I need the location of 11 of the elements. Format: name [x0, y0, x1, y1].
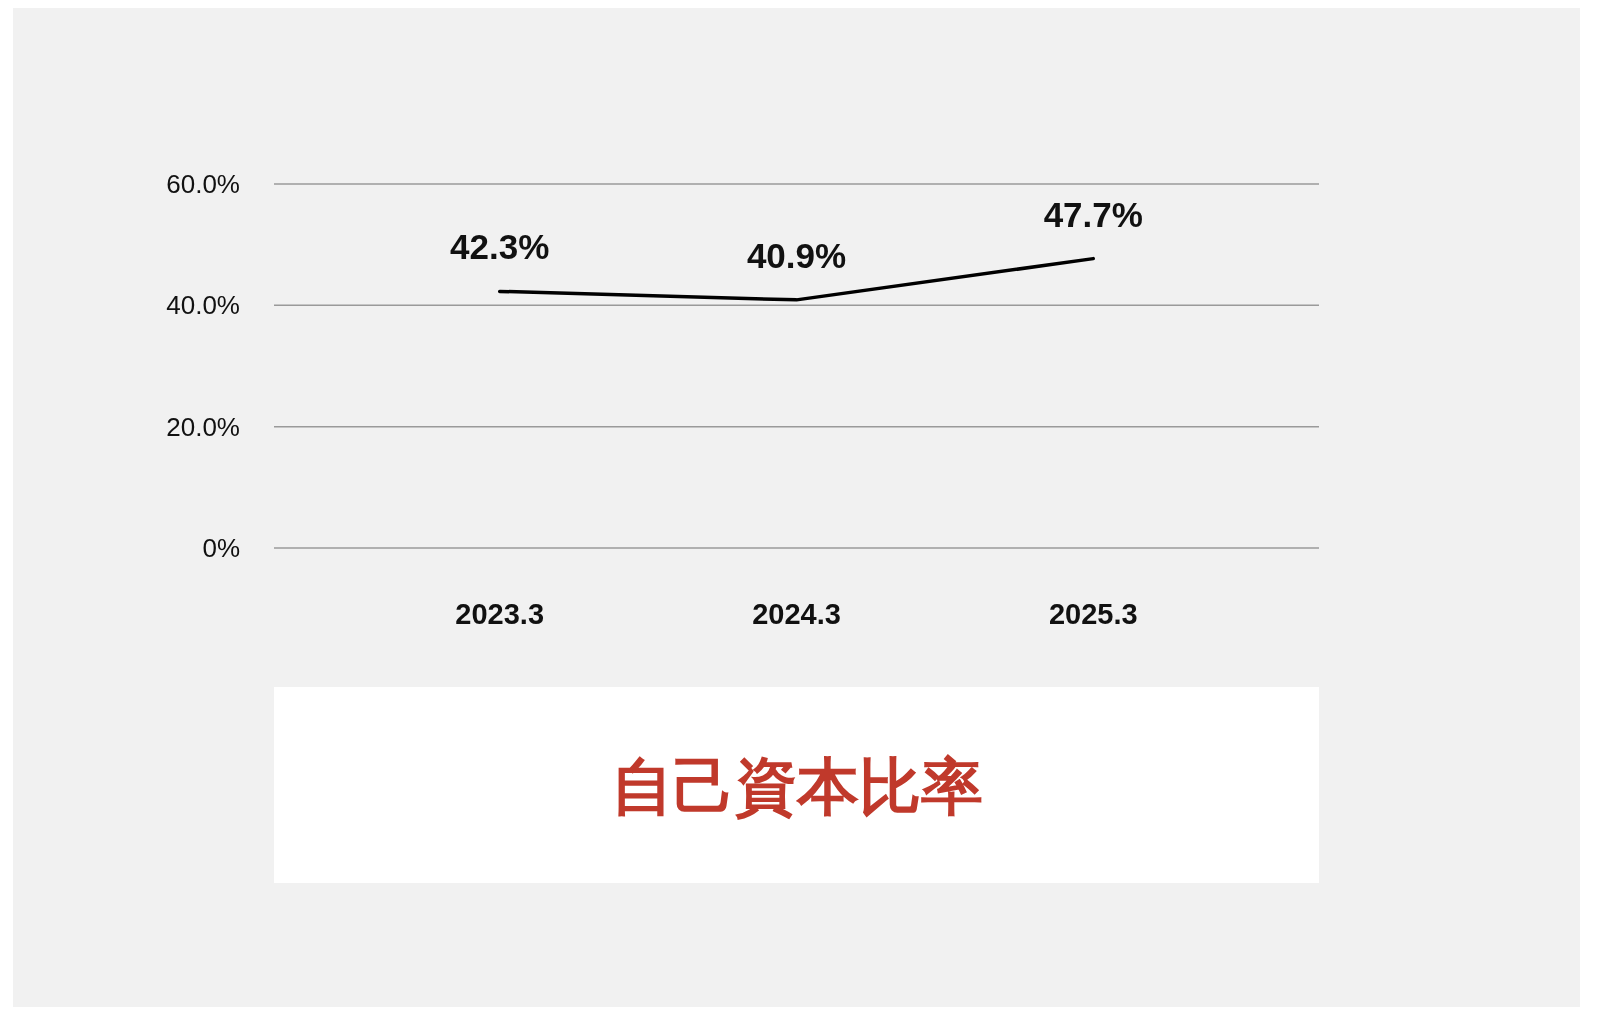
x-tick-label: 2025.3 — [1048, 598, 1138, 630]
y-tick-label: 0% — [202, 533, 240, 563]
x-tick-label: 2024.3 — [752, 598, 841, 630]
x-tick-label: 2023.3 — [455, 598, 545, 630]
y-tick-label: 60.0% — [166, 169, 240, 199]
y-tick-label: 20.0% — [166, 411, 240, 442]
text: 自己資本比率 — [610, 752, 983, 821]
y-tick-label: 40.0% — [166, 290, 240, 321]
text: 42.3% — [450, 227, 550, 267]
text: 40.9% — [746, 235, 847, 275]
text: 47.7% — [1043, 194, 1143, 234]
